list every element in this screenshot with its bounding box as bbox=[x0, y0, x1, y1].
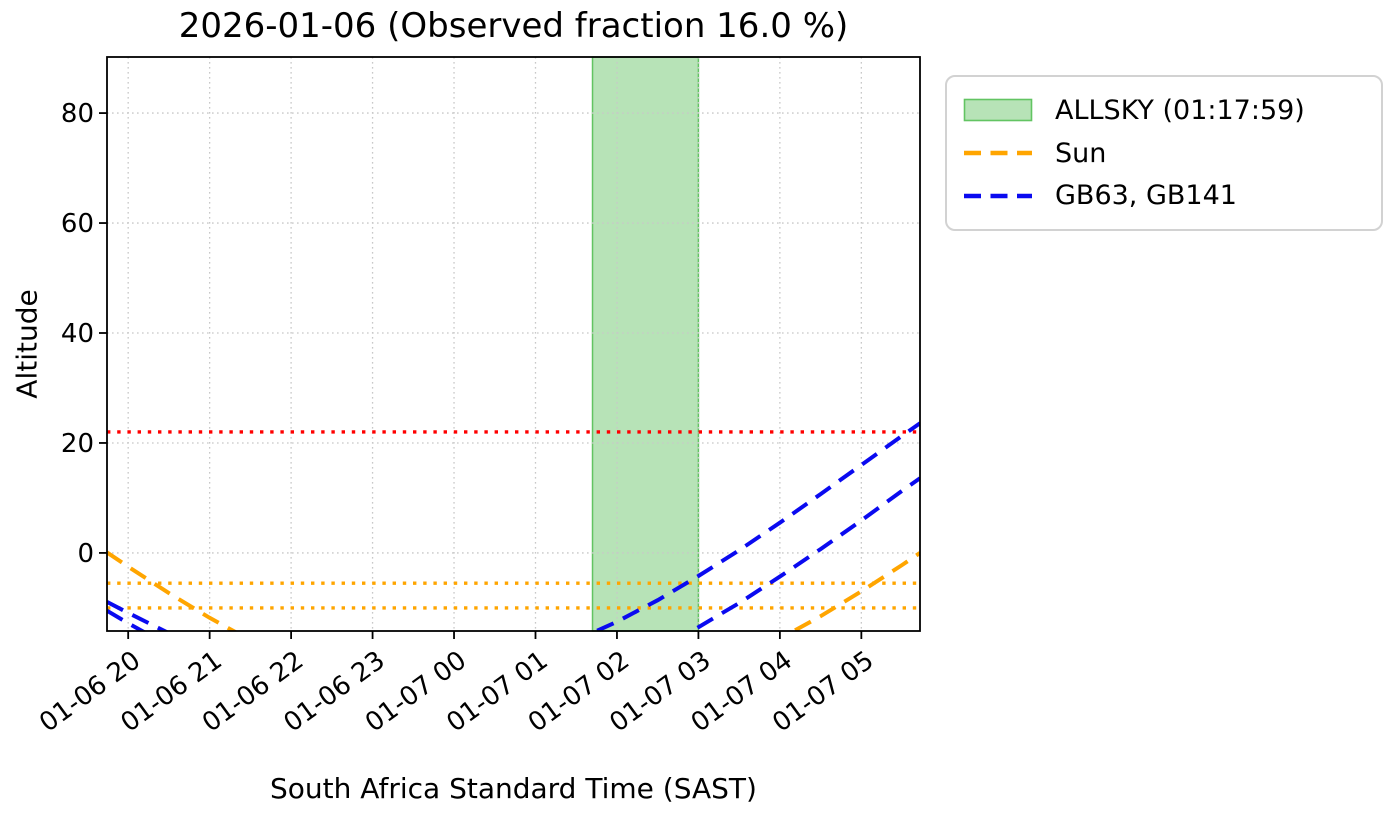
plot-border bbox=[106, 56, 921, 632]
sun-dashed-line-icon bbox=[963, 148, 1033, 158]
legend-item-allsky: ALLSKY (01:17:59) bbox=[963, 97, 1365, 124]
sun-curve bbox=[107, 550, 920, 631]
gb141-curve bbox=[107, 476, 920, 631]
legend-label-gb: GB63, GB141 bbox=[1055, 180, 1237, 212]
sun-swatch-svg bbox=[964, 150, 1032, 156]
allsky-swatch-svg bbox=[963, 98, 1033, 122]
y-tick-label: 60 bbox=[61, 209, 94, 239]
legend-label-sun: Sun bbox=[1055, 137, 1107, 169]
allsky-patch-icon bbox=[963, 97, 1033, 123]
y-tick-label: 80 bbox=[61, 99, 94, 129]
allsky-swatch-rect bbox=[963, 98, 1033, 122]
y-axis-label: Altitude bbox=[10, 289, 44, 399]
gb-swatch-svg bbox=[964, 193, 1032, 198]
legend-label-allsky: ALLSKY (01:17:59) bbox=[1055, 94, 1305, 126]
allsky-band bbox=[591, 56, 700, 632]
legend-item-gb: GB63, GB141 bbox=[963, 182, 1365, 209]
y-tick-label: 0 bbox=[77, 539, 94, 569]
gb-dashed-line-icon bbox=[963, 191, 1033, 201]
legend: ALLSKY (01:17:59) Sun GB63, GB141 bbox=[945, 75, 1383, 231]
gb63-curve bbox=[107, 421, 920, 631]
chart-title: 2026-01-06 (Observed fraction 16.0 %) bbox=[178, 6, 849, 46]
x-axis-label: South Africa Standard Time (SAST) bbox=[270, 772, 757, 805]
y-tick-label: 20 bbox=[61, 429, 94, 459]
legend-item-sun: Sun bbox=[963, 140, 1365, 167]
y-tick-label: 40 bbox=[61, 319, 94, 349]
